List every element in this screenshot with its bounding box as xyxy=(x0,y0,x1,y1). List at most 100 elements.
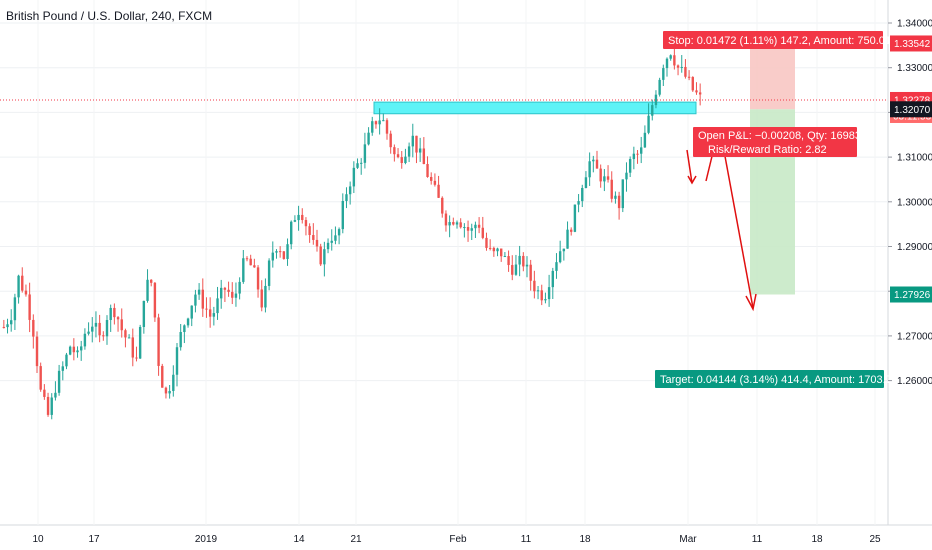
candle-body xyxy=(186,318,190,326)
candle-body xyxy=(570,229,573,232)
candle-body xyxy=(374,121,378,125)
price-axis[interactable]: 1.340001.330001.320001.310001.300001.290… xyxy=(888,19,932,388)
candle-body xyxy=(404,156,407,164)
candle-body xyxy=(35,336,39,367)
candle-body xyxy=(28,294,31,320)
candle-body xyxy=(669,55,672,59)
candle-body xyxy=(161,365,164,388)
candle-body xyxy=(43,389,46,397)
target-price-tag-box xyxy=(890,286,932,303)
candle-body xyxy=(91,326,94,332)
candle-body xyxy=(632,153,636,160)
candle-body xyxy=(385,120,389,134)
candle-body xyxy=(603,176,606,182)
candle-body xyxy=(352,167,356,187)
candle-body xyxy=(10,320,13,325)
candle-body xyxy=(378,120,381,125)
stop-zone xyxy=(750,43,795,110)
candle-body xyxy=(124,330,127,338)
candle-body xyxy=(356,163,359,168)
candle-body xyxy=(275,251,278,253)
candle-body xyxy=(220,287,223,299)
price-tick-label: 1.31000 xyxy=(897,153,932,164)
candle-body xyxy=(606,176,610,180)
candle-body xyxy=(150,279,153,283)
price-tick-label: 1.26000 xyxy=(897,376,932,387)
candle-body xyxy=(17,275,20,298)
candle-body xyxy=(2,326,6,328)
candle-body xyxy=(57,370,61,393)
candle-body xyxy=(32,319,35,337)
candle-body xyxy=(595,159,599,169)
candle-body xyxy=(21,275,24,291)
candle-body xyxy=(68,346,72,355)
candle-body xyxy=(676,65,680,68)
date-tick-label: 11 xyxy=(752,534,763,545)
candle-body xyxy=(592,159,595,162)
candle-body xyxy=(348,186,352,195)
candle-body xyxy=(249,258,252,266)
candle-body xyxy=(444,213,448,226)
candle-body xyxy=(673,55,676,66)
candle-body xyxy=(319,246,322,265)
candle-body xyxy=(514,264,518,275)
date-tick-label: 10 xyxy=(32,534,44,545)
date-tick-label: 2019 xyxy=(195,534,218,545)
candle-body xyxy=(463,227,466,229)
candle-body xyxy=(65,354,68,367)
arrow-head xyxy=(687,175,697,185)
candle-body xyxy=(695,90,698,93)
arrow-down-small xyxy=(686,149,693,184)
candle-body xyxy=(293,220,297,222)
candle-body xyxy=(105,319,109,337)
candle-body xyxy=(308,226,311,236)
time-axis[interactable]: 10 17 2019 14 21 Feb 11 18 Mar 11 18 25 xyxy=(32,534,881,545)
candle-body xyxy=(558,251,562,263)
candle-body xyxy=(426,164,429,177)
candle-body xyxy=(496,248,499,252)
candle-body xyxy=(61,366,64,371)
date-tick-label: 17 xyxy=(88,534,100,545)
candle-body xyxy=(212,313,216,317)
candle-body xyxy=(492,247,496,252)
candle-body xyxy=(452,222,455,225)
candle-body xyxy=(389,133,392,148)
candle-body xyxy=(360,162,363,164)
candle-body xyxy=(529,264,532,281)
candle-body xyxy=(326,242,330,250)
candle-body xyxy=(242,258,245,282)
candle-body xyxy=(610,179,613,199)
date-tick-label: 18 xyxy=(579,534,591,545)
arrow-target-head xyxy=(745,293,757,312)
candle-body xyxy=(455,222,459,225)
candle-body xyxy=(621,179,624,209)
date-tick-label: 21 xyxy=(350,534,362,545)
candle-body xyxy=(113,307,116,318)
candle-body xyxy=(301,214,304,221)
candle-body xyxy=(238,281,241,294)
date-tick-label: 18 xyxy=(811,534,823,545)
pnl-box xyxy=(693,127,857,157)
candle-body xyxy=(50,397,53,415)
candle-body xyxy=(271,252,274,261)
candle-body xyxy=(216,298,219,314)
candle-body xyxy=(334,235,337,241)
date-tick-label: Mar xyxy=(679,534,697,545)
entry-price-tag: 1.32070 xyxy=(894,105,931,116)
candle-body xyxy=(13,297,17,321)
candle-body xyxy=(138,326,142,359)
candle-body xyxy=(127,337,131,339)
candle-body xyxy=(83,333,87,347)
candle-body xyxy=(278,251,282,253)
candle-body xyxy=(153,282,157,318)
candle-body xyxy=(264,285,267,308)
candle-body xyxy=(54,392,57,398)
candle-body xyxy=(477,224,481,228)
candle-body xyxy=(183,325,186,333)
price-tick-label: 1.29000 xyxy=(897,242,932,253)
candle-body xyxy=(393,147,396,155)
candle-body xyxy=(135,357,138,359)
entry-price-tag-box xyxy=(890,101,932,118)
